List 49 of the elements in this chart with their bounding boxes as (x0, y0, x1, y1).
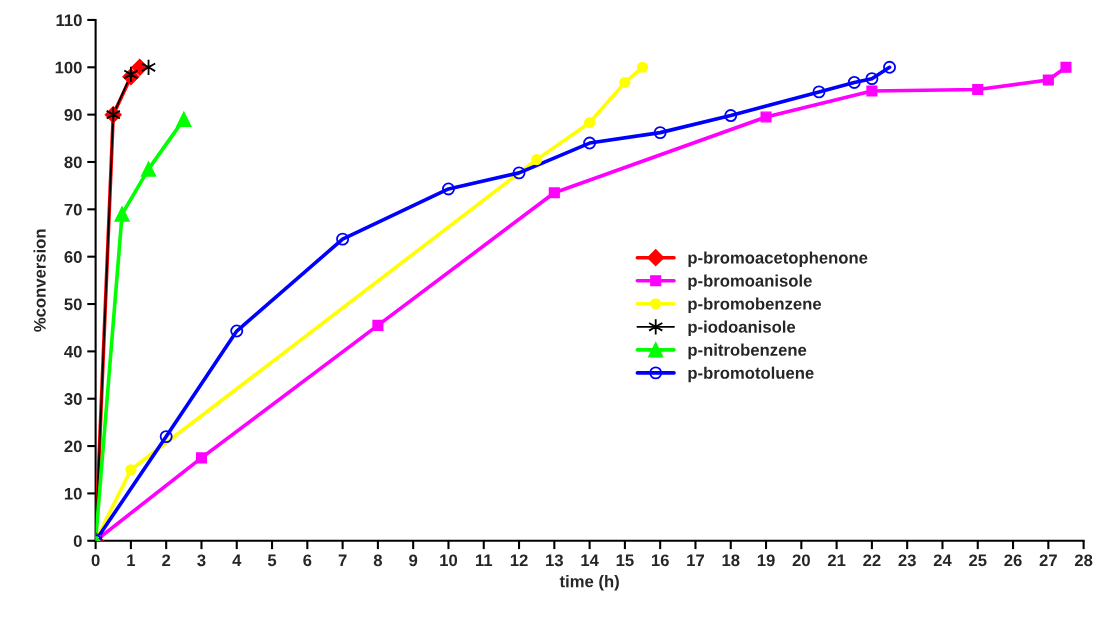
x-tick-label: 5 (267, 554, 277, 567)
y-tick-label: 20 (64, 440, 82, 453)
y-axis-title: %conversion (33, 229, 46, 332)
x-tick-label: 7 (338, 554, 347, 567)
y-tick-label: 10 (64, 487, 82, 500)
y-tick-label: 0 (73, 535, 82, 547)
x-tick-label: 8 (373, 554, 383, 567)
legend-label: p-bromobenzene (688, 297, 822, 314)
legend-label: p-bromoanisole (688, 274, 812, 291)
x-tick-label: 1 (127, 554, 136, 567)
x-tick-label: 17 (687, 554, 705, 567)
y-tick-label: 40 (64, 345, 82, 358)
x-tick-label: 25 (969, 554, 987, 567)
x-tick-label: 12 (510, 554, 528, 567)
x-tick-label: 22 (863, 554, 881, 567)
x-tick-label: 14 (581, 554, 599, 567)
x-tick-label: 2 (162, 554, 171, 567)
x-tick-label: 26 (1004, 554, 1022, 567)
x-tick-label: 21 (827, 554, 846, 567)
legend-label: p-nitrobenzene (688, 343, 807, 360)
x-tick-label: 9 (409, 554, 418, 567)
x-tick-label: 11 (476, 554, 493, 567)
x-tick-label: 4 (232, 554, 242, 567)
x-tick-label: 16 (651, 554, 669, 567)
x-tick-label: 27 (1039, 554, 1057, 567)
x-tick-label: 15 (616, 554, 634, 567)
x-tick-label: 20 (792, 554, 810, 567)
y-tick-label: 60 (64, 251, 82, 263)
y-tick-label: 70 (64, 203, 82, 216)
x-tick-label: 10 (440, 554, 458, 567)
y-tick-label: 90 (64, 109, 82, 121)
y-tick-label: 110 (56, 14, 82, 27)
x-tick-label: 19 (757, 554, 775, 567)
x-tick-label: 28 (1074, 554, 1093, 567)
x-tick-label: 24 (933, 554, 952, 567)
y-tick-label: 30 (64, 393, 82, 405)
legend-label: p-bromotoluene (688, 366, 814, 383)
x-tick-label: 18 (722, 554, 740, 567)
x-tick-label: 0 (91, 554, 100, 567)
legend-label: p-iodoanisole (688, 320, 796, 337)
y-tick-label: 80 (64, 156, 82, 169)
x-tick-label: 6 (303, 554, 312, 567)
x-axis-title: time (h) (559, 575, 619, 591)
x-tick-label: 13 (546, 554, 563, 567)
legend-label: p-bromoacetophenone (688, 251, 868, 267)
x-tick-label: 3 (197, 554, 206, 567)
x-tick-label: 23 (898, 554, 916, 567)
y-tick-label: 50 (64, 298, 82, 311)
y-tick-label: 100 (55, 61, 82, 74)
